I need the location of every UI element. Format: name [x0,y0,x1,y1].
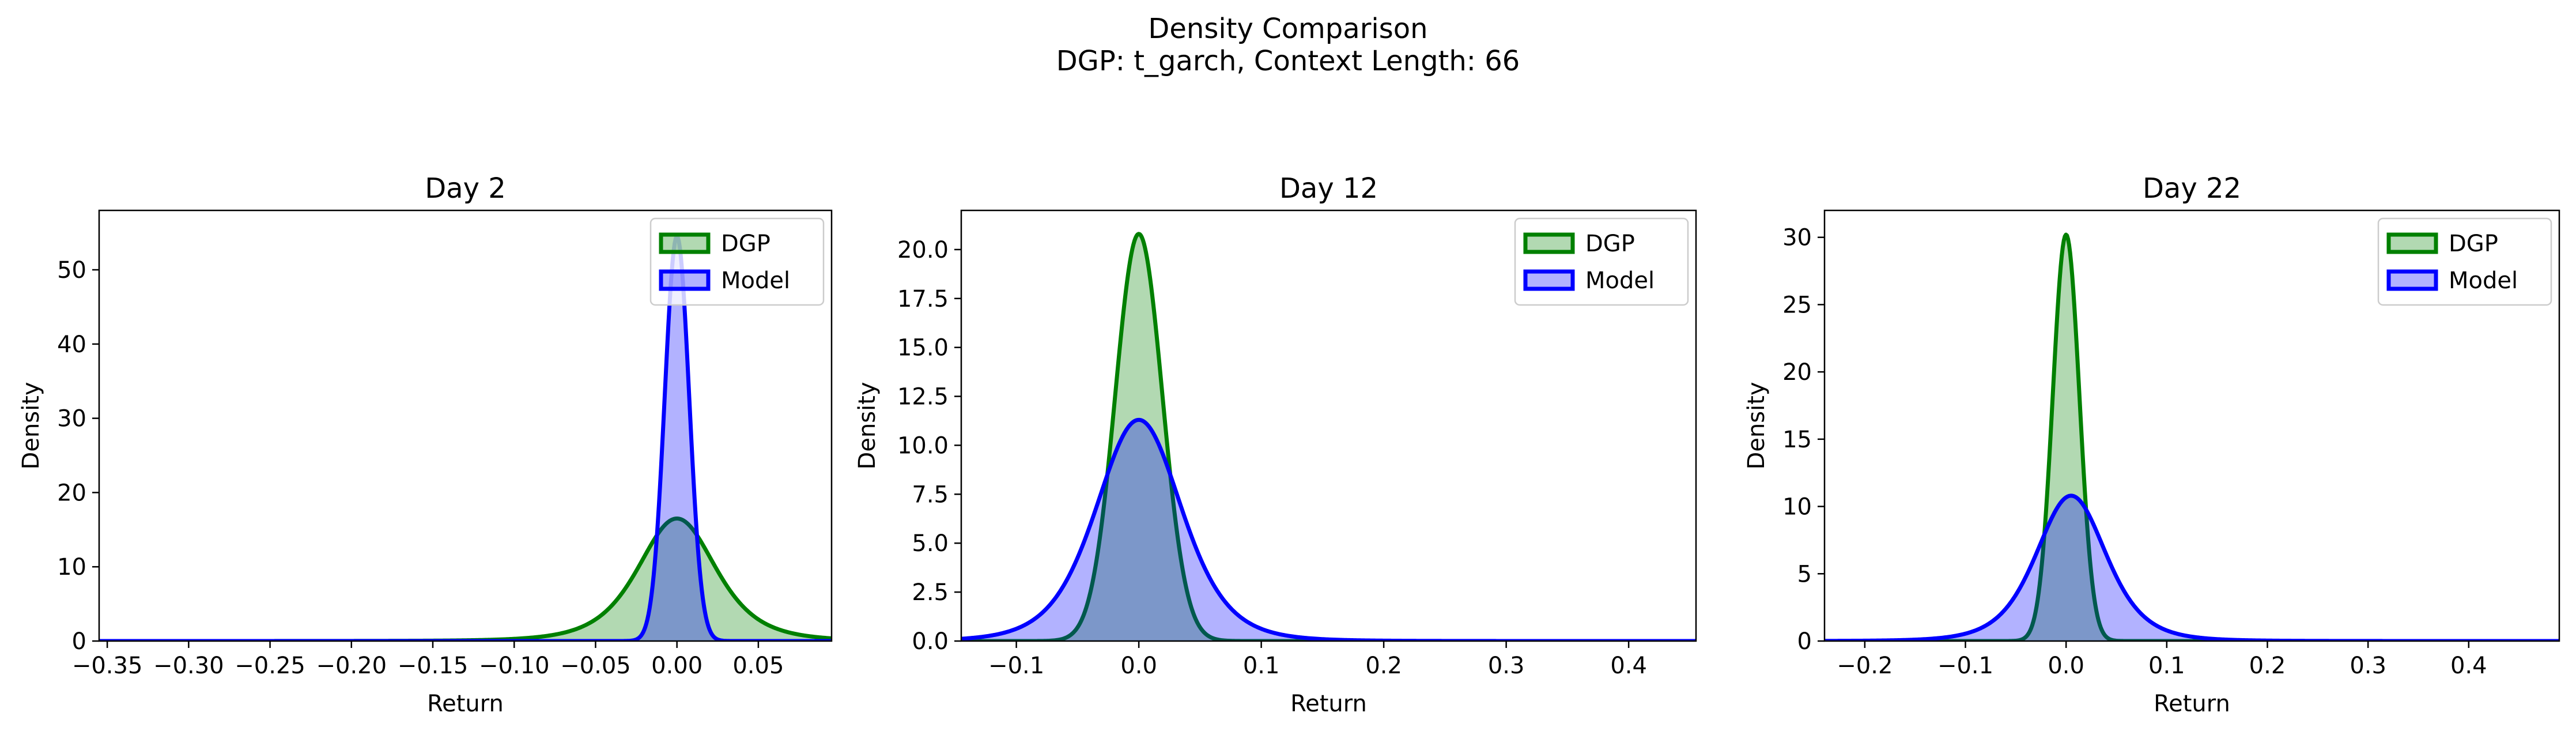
x-tick-label: 0.4 [2450,653,2487,679]
x-tick-label: −0.10 [479,653,550,679]
y-tick-label: 20 [1782,359,1812,386]
y-tick-label: 10.0 [897,432,949,459]
model-density-fill [99,236,832,641]
subplot-title: Day 2 [425,172,506,205]
dgp-density-line [961,232,1696,641]
y-tick-label: 5.0 [912,530,949,557]
dgp-legend-swatch [659,232,711,254]
x-tick-label: 0.3 [2350,653,2386,679]
subplot-3: −0.2 −0.1 0.0 0.1 0.2 0.3 0.4 0 5 10 15 20 25 30 Day 2… [1743,172,2560,717]
y-tick-label: 15.0 [897,335,949,361]
model-legend-swatch [659,269,711,291]
y-tick-label: 2.5 [912,579,949,606]
y-tick-label: 20 [57,480,86,506]
x-tick-label: 0.0 [1120,653,1157,679]
x-tick-label: 0.2 [2249,653,2286,679]
x-tick-label: −0.30 [153,653,224,679]
x-tick-label: 0.2 [1365,653,1402,679]
y-tick-label: 10 [1782,494,1812,521]
dgp-legend-swatch [1523,232,1575,254]
legend-box [2377,217,2552,306]
y-tick-label: 20.0 [897,237,949,263]
model-density-line [99,234,832,641]
legend: DGP Model [2377,217,2552,306]
y-tick-label: 30 [57,406,86,432]
y-tick-label: 12.5 [897,384,949,410]
x-tick-label: −0.1 [1937,653,1993,679]
model-density-fill [1825,495,2559,641]
y-tick-label: 5 [1797,561,1812,587]
x-tick-label: −0.20 [316,653,387,679]
x-axis-label: Return [427,691,504,717]
legend-label: DGP [1585,231,1635,257]
y-tick-label: 0.0 [912,628,949,655]
axes-frame [1823,209,2560,642]
model-legend-swatch [1523,269,1575,291]
figure-title: Density Comparison [1148,13,1428,45]
axes-frame [960,209,1697,642]
y-tick-label: 15 [1782,427,1812,453]
y-tick-label: 25 [1782,292,1812,318]
x-tick-label: −0.05 [560,653,631,679]
legend: DGP Model [1514,217,1689,306]
y-tick-label: 30 [1782,225,1812,251]
legend-label: Model [1585,267,1655,294]
subplot-1: −0.35 −0.30 −0.25 −0.20 −0.15 −0.10 −0.05 0.00 0… [18,172,833,717]
x-tick-label: 0.1 [1243,653,1280,679]
x-tick-label: 0.00 [651,653,702,679]
x-tick-label: 0.1 [2148,653,2185,679]
x-axis-label: Return [1290,691,1367,717]
x-tick-label: −0.35 [72,653,143,679]
legend-label: Model [721,267,790,294]
model-density-line [1825,493,2559,641]
y-tick-label: 10 [57,554,86,581]
legend-box [1514,217,1689,306]
y-axis-label: Density [854,382,881,469]
y-axis-label: Density [18,382,44,469]
y-tick-label: 0 [1797,628,1812,655]
x-tick-label: 0.0 [2048,653,2084,679]
y-axis-label: Density [1743,382,1770,469]
legend: DGP Model [649,217,825,306]
figure-subtitle: DGP: t_garch, Context Length: 66 [1056,45,1520,77]
legend-label: DGP [721,231,770,257]
x-tick-label: −0.2 [1837,653,1893,679]
legend-box [649,217,825,306]
x-tick-label: −0.15 [398,653,469,679]
y-tick-label: 0 [72,628,86,655]
x-tick-label: −0.1 [988,653,1044,679]
dgp-legend-swatch [2386,232,2438,254]
x-tick-label: 0.05 [732,653,784,679]
dgp-density-fill [961,233,1696,641]
axes-frame [98,209,833,642]
model-legend-swatch [2386,269,2438,291]
subplot-title: Day 12 [1279,172,1378,205]
y-tick-label: 17.5 [897,286,949,312]
x-axis-label: Return [2154,691,2230,717]
legend-label: Model [2449,267,2518,294]
y-tick-label: 50 [57,257,86,284]
subplot-title: Day 22 [2143,172,2241,205]
y-tick-label: 7.5 [912,481,949,508]
subplot-2: −0.1 0.0 0.1 0.2 0.3 0.4 0.0 2.5 5.0 7.5 10.0 12.5 1… [854,172,1697,717]
x-tick-label: 0.3 [1488,653,1525,679]
model-density-fill [961,420,1696,641]
x-tick-label: −0.25 [235,653,305,679]
legend-label: DGP [2449,231,2498,257]
x-tick-label: 0.4 [1610,653,1647,679]
y-tick-label: 40 [57,331,86,358]
